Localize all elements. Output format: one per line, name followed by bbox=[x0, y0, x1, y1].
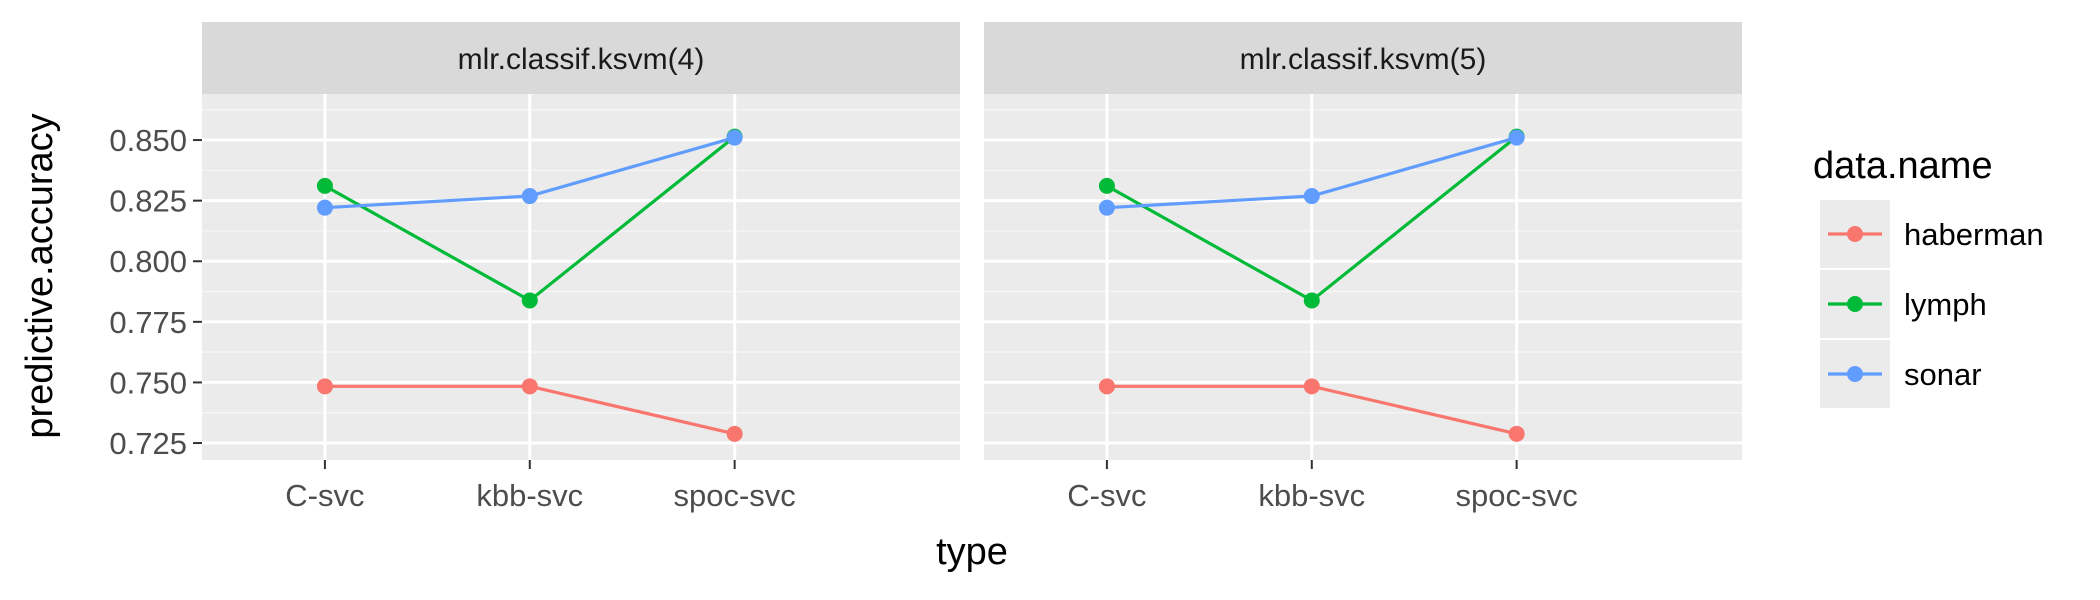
data-point-lymph bbox=[1303, 292, 1320, 309]
legend-title: data.name bbox=[1813, 145, 1993, 187]
data-point-lymph bbox=[521, 292, 538, 309]
data-point-haberman bbox=[521, 378, 538, 395]
y-axis-title: predictive.accuracy bbox=[19, 113, 61, 438]
data-point-haberman bbox=[1303, 378, 1320, 395]
facet-strip-label: mlr.classif.ksvm(4) bbox=[458, 43, 705, 76]
legend-label: sonar bbox=[1904, 357, 1982, 392]
data-point-haberman bbox=[316, 378, 333, 395]
data-point-lymph bbox=[1098, 177, 1115, 194]
facet-strip bbox=[984, 22, 1742, 94]
y-tick-label: 0.775 bbox=[109, 305, 187, 340]
facet-panels: mlr.classif.ksvm(4)C-svc kbb-svc spoc-svcm… bbox=[202, 22, 1742, 513]
legend-key-point bbox=[1847, 296, 1863, 312]
x-tick-label: spoc-svc bbox=[673, 478, 795, 513]
y-axis: 0.725 0.750 0.775 0.800 0.825 0.850 bbox=[109, 123, 202, 461]
y-tick-label: 0.825 bbox=[109, 184, 187, 219]
legend-label: haberman bbox=[1904, 217, 2044, 252]
legend-item-haberman: haberman bbox=[1820, 200, 2044, 268]
data-point-sonar bbox=[521, 188, 538, 205]
facet-panel: mlr.classif.ksvm(4) C-svc kbb-svc spoc-svc bbox=[202, 22, 960, 513]
data-point-sonar bbox=[726, 129, 743, 146]
x-tick-label: C-svc bbox=[1067, 478, 1146, 513]
y-tick-label: 0.750 bbox=[109, 365, 187, 400]
data-point-sonar bbox=[1098, 199, 1115, 216]
plot-background bbox=[202, 94, 960, 460]
legend-key-point bbox=[1847, 366, 1863, 382]
data-point-sonar bbox=[316, 199, 333, 216]
x-tick-label: spoc-svc bbox=[1455, 478, 1577, 513]
data-point-sonar bbox=[1303, 188, 1320, 205]
x-tick-label: kbb-svc bbox=[476, 478, 583, 513]
facet-strip bbox=[202, 22, 960, 94]
y-tick-label: 0.725 bbox=[109, 426, 187, 461]
data-point-lymph bbox=[316, 177, 333, 194]
data-point-haberman bbox=[1508, 425, 1525, 442]
x-tick-label: kbb-svc bbox=[1258, 478, 1365, 513]
legend-item-sonar: sonar bbox=[1820, 340, 1982, 408]
legend: data.name haberman lymph sonar bbox=[1813, 145, 2044, 408]
y-tick-label: 0.800 bbox=[109, 244, 187, 279]
data-point-haberman bbox=[1098, 378, 1115, 395]
legend-item-lymph: lymph bbox=[1820, 270, 1987, 338]
y-tick-label: 0.850 bbox=[109, 123, 187, 158]
x-tick-label: C-svc bbox=[285, 478, 364, 513]
legend-label: lymph bbox=[1904, 287, 1987, 322]
facet-panel: mlr.classif.ksvm(5) C-svc kbb-svc spoc-svc bbox=[984, 22, 1742, 513]
data-point-haberman bbox=[726, 425, 743, 442]
facet-strip-label: mlr.classif.ksvm(5) bbox=[1240, 43, 1487, 76]
data-point-sonar bbox=[1508, 129, 1525, 146]
plot-background bbox=[984, 94, 1742, 460]
x-axis-title: type bbox=[936, 531, 1008, 573]
legend-key-point bbox=[1847, 226, 1863, 242]
